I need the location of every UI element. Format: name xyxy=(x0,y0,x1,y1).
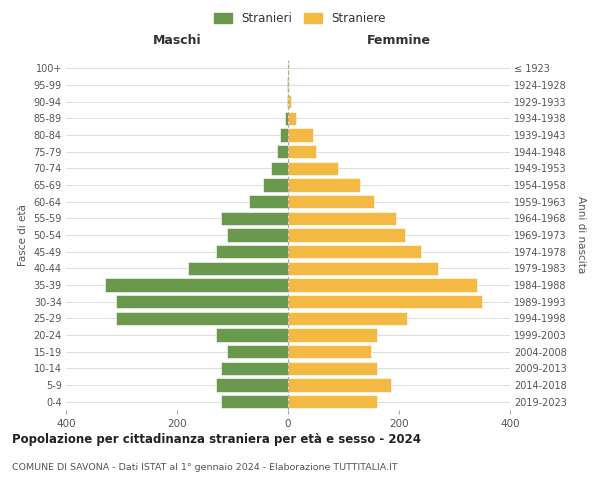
Bar xyxy=(288,345,371,358)
Text: Popolazione per cittadinanza straniera per età e sesso - 2024: Popolazione per cittadinanza straniera p… xyxy=(12,432,421,446)
Bar xyxy=(288,78,289,92)
Text: Maschi: Maschi xyxy=(152,34,202,46)
Bar xyxy=(288,328,377,342)
Bar xyxy=(116,295,288,308)
Bar xyxy=(288,262,438,275)
Bar xyxy=(288,112,296,125)
Bar xyxy=(288,295,482,308)
Legend: Stranieri, Straniere: Stranieri, Straniere xyxy=(211,8,389,28)
Bar xyxy=(288,362,377,375)
Y-axis label: Anni di nascita: Anni di nascita xyxy=(577,196,586,274)
Bar xyxy=(288,178,360,192)
Bar xyxy=(288,162,338,175)
Bar xyxy=(288,278,477,291)
Bar xyxy=(271,162,288,175)
Bar xyxy=(227,345,288,358)
Bar xyxy=(221,212,288,225)
Bar xyxy=(288,95,291,108)
Bar xyxy=(277,145,288,158)
Bar xyxy=(188,262,288,275)
Bar xyxy=(263,178,288,192)
Bar xyxy=(227,228,288,241)
Bar xyxy=(288,212,396,225)
Bar xyxy=(288,195,374,208)
Bar xyxy=(249,195,288,208)
Bar xyxy=(105,278,288,291)
Bar xyxy=(216,378,288,392)
Bar xyxy=(285,112,288,125)
Bar xyxy=(288,395,377,408)
Y-axis label: Fasce di età: Fasce di età xyxy=(18,204,28,266)
Bar xyxy=(288,145,316,158)
Bar xyxy=(288,312,407,325)
Text: COMUNE DI SAVONA - Dati ISTAT al 1° gennaio 2024 - Elaborazione TUTTITALIA.IT: COMUNE DI SAVONA - Dati ISTAT al 1° genn… xyxy=(12,462,398,471)
Bar xyxy=(288,228,404,241)
Bar xyxy=(221,362,288,375)
Bar xyxy=(288,378,391,392)
Bar xyxy=(280,128,288,141)
Bar xyxy=(216,328,288,342)
Text: Femmine: Femmine xyxy=(367,34,431,46)
Bar xyxy=(216,245,288,258)
Bar xyxy=(288,128,313,141)
Bar xyxy=(288,245,421,258)
Bar xyxy=(116,312,288,325)
Bar xyxy=(221,395,288,408)
Bar xyxy=(287,95,288,108)
